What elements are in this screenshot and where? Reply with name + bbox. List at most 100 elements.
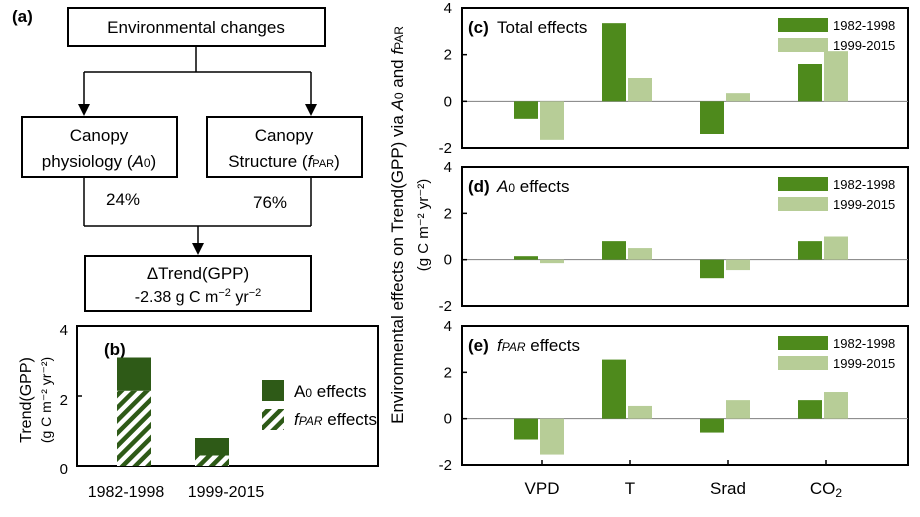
canopy-physiology-box (21, 116, 178, 178)
panel-b-ytick: 0 (60, 461, 68, 478)
panel-d-ytick: 4 (444, 159, 452, 176)
legend-label-1999: 1999-2015 (833, 356, 895, 371)
legend-swatch-1982 (778, 336, 828, 350)
legend-label-1982: 1982-1998 (833, 18, 895, 33)
panel-e-frame (461, 325, 909, 466)
bar-c-CO2-1999-2015 (824, 51, 848, 102)
panel-c-title: Total effects (497, 18, 587, 37)
bar-c-T-1999-2015 (628, 78, 652, 102)
env-changes-text: Environmental changes (107, 18, 285, 37)
panel-d-ytick: -2 (439, 298, 452, 315)
legend-swatch-1982 (778, 18, 828, 32)
shared-ylabel-l2: (g C m⁻² yr⁻²) (415, 179, 432, 271)
bar-e-Srad-1999-2015 (726, 400, 750, 419)
bar-c-T-1982-1998 (602, 23, 626, 102)
legend-e: 1982-1998 1999-2015 (778, 336, 895, 371)
env-changes-box (67, 7, 326, 47)
legend-swatch-1999 (778, 38, 828, 52)
xlabel-co2: CO2 (810, 479, 843, 500)
panel-d-ytick: 0 (444, 252, 452, 269)
bar-d-CO2-1999-2015 (824, 236, 848, 260)
xlabel-t: T (625, 479, 635, 498)
panel-d-label: (d) (468, 177, 490, 196)
panel-b-ylabel-l2: (g C m⁻² yr⁻²) (38, 357, 54, 443)
panel-b-xtick: 1999-2015 (188, 484, 265, 501)
panel-e-chart: 4 2 0 -2 1982-1998 1999-2015 (e) fPAR effects (439, 318, 909, 474)
bar-fpar-1982-1998 (117, 390, 151, 466)
panel-b-ytick: 4 (60, 322, 68, 339)
canopy-structure-box (206, 116, 363, 178)
panel-e-ytick: 4 (444, 318, 452, 335)
bar-d-VPD-1982-1998 (514, 256, 538, 260)
canopy-physiology-l2: physiology (A0) (42, 152, 156, 171)
canopy-structure-l2: Structure (fPAR) (228, 152, 340, 171)
panel-e-ytick: 2 (444, 364, 452, 381)
legend-d: 1982-1998 1999-2015 (778, 177, 895, 212)
legend-label-1982: 1982-1998 (833, 336, 895, 351)
bar-d-VPD-1999-2015 (540, 259, 564, 264)
bar-a0-1999-2015 (195, 438, 229, 456)
legend-a0-text: A0 effects (294, 382, 367, 401)
bar-e-CO2-1999-2015 (824, 392, 848, 419)
title-rest: effects (515, 177, 570, 196)
panel-b-ytick: 2 (60, 392, 68, 409)
bar-d-CO2-1982-1998 (798, 241, 822, 260)
bar-d-Srad-1982-1998 (700, 259, 724, 279)
panel-b-label: (b) (104, 340, 126, 359)
bar-a0-1982-1998 (117, 357, 151, 391)
bar-d-Srad-1999-2015 (726, 259, 750, 271)
delta-trend-box (84, 255, 312, 312)
right-percent: 76% (253, 193, 287, 212)
legend-c: 1982-1998 1999-2015 (778, 18, 895, 53)
xtick-marks (541, 460, 827, 465)
panel-d-frame (461, 166, 909, 307)
panels-cde: 4 2 0 -2 1982-1998 1999-2015 (c) Total effects 4… (439, 0, 909, 474)
panel-c-label: (c) (468, 18, 489, 37)
bar-c-VPD-1982-1998 (514, 101, 538, 119)
panel-e-title: fPAR effects (497, 336, 580, 355)
panel-b-chart: (b) Trend(GPP) (g C m⁻² yr⁻²) 4 2 0 1982… (18, 322, 379, 501)
bar-e-VPD-1999-2015 (540, 418, 564, 455)
panel-e-ytick: -2 (439, 457, 452, 474)
legend-swatch-1982 (778, 177, 828, 191)
title-symbol: f (497, 336, 504, 355)
panel-b-ylabel-l1: Trend(GPP) (18, 357, 35, 443)
panel-b-xtick: 1982-1998 (88, 484, 165, 501)
panel-c-ytick: 4 (444, 0, 452, 17)
canopy-structure-l1: Canopy (255, 126, 314, 145)
panel-a-label: (a) (12, 7, 33, 26)
arrow-head (305, 104, 317, 116)
bar-d-T-1999-2015 (628, 248, 652, 260)
bar-c-Srad-1999-2015 (726, 93, 750, 102)
legend-a0-swatch (262, 380, 284, 401)
xlabel-srad: Srad (710, 479, 746, 498)
title-subscript: 0 (508, 181, 515, 195)
panel-c-ytick: 0 (444, 93, 452, 110)
panel-d-title: A0 effects (496, 177, 570, 196)
title-subscript: PAR (502, 340, 526, 354)
panel-c-ytick: 2 (444, 47, 452, 64)
title-symbol: A (496, 177, 508, 196)
delta-trend-l1: ΔTrend(GPP) (147, 264, 249, 283)
panel-c-chart: 4 2 0 -2 1982-1998 1999-2015 (c) Total effects (439, 0, 909, 157)
legend-swatch-1999 (778, 356, 828, 370)
xlabel-vpd: VPD (525, 479, 560, 498)
flow-diagram: (a) Environmental changes Canopy physiol… (12, 7, 363, 312)
panel-c-frame (461, 7, 909, 149)
bar-d-T-1982-1998 (602, 241, 626, 260)
delta-trend-l2: -2.38 g C m−2 yr−2 (135, 287, 261, 306)
x-category-labels: VPD T Srad CO2 (525, 479, 843, 500)
bar-c-CO2-1982-1998 (798, 64, 822, 102)
shared-ylabel: Environmental effects on Trend(GPP) via … (388, 26, 432, 424)
arrow-head (192, 243, 204, 255)
left-percent: 24% (106, 190, 140, 209)
bar-e-T-1999-2015 (628, 405, 652, 419)
title-rest: effects (526, 336, 581, 355)
bar-c-VPD-1999-2015 (540, 101, 564, 140)
panel-e-label: (e) (468, 336, 489, 355)
bar-e-VPD-1982-1998 (514, 418, 538, 440)
legend-swatch-1999 (778, 197, 828, 211)
bar-e-T-1982-1998 (602, 359, 626, 419)
